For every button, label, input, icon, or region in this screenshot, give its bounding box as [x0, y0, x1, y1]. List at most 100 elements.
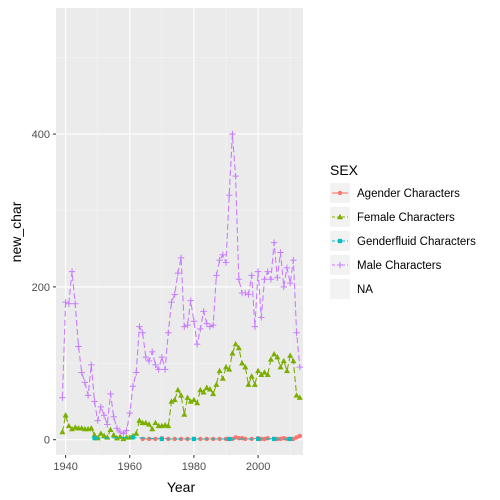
female-characters-point	[255, 367, 262, 374]
male-characters-point	[216, 256, 223, 264]
male-characters-point	[123, 427, 130, 434]
male-characters-point	[270, 239, 278, 246]
female-characters-point	[242, 363, 249, 370]
male-characters-point	[68, 268, 76, 275]
female-characters-point	[187, 398, 194, 404]
axis-ticks	[53, 133, 259, 458]
female-characters-point	[62, 412, 69, 418]
female-characters-point	[219, 375, 226, 381]
legend-item-na: NA	[330, 279, 373, 299]
female-characters-point	[133, 430, 140, 436]
male-characters-point	[206, 323, 214, 330]
female-characters-point	[258, 371, 265, 377]
female-characters-point	[261, 369, 268, 375]
male-characters-point	[75, 343, 82, 350]
plot-panel	[56, 8, 303, 455]
male-characters-point	[280, 283, 287, 291]
male-characters-point	[248, 272, 255, 279]
male-characters-point	[132, 369, 140, 376]
male-characters-point	[293, 329, 300, 336]
male-characters-point	[261, 276, 268, 283]
legend-key-marker	[337, 213, 343, 220]
genderfluid-characters-point	[272, 436, 277, 442]
male-characters-point	[264, 268, 271, 275]
female-characters-point	[65, 422, 72, 429]
male-characters-point	[116, 428, 124, 436]
male-characters-point	[222, 259, 230, 266]
male-characters-point	[158, 353, 166, 361]
female-characters-point	[120, 435, 127, 442]
male-characters-point	[165, 329, 172, 336]
male-characters-point	[274, 274, 281, 281]
male-characters-point	[286, 279, 294, 287]
female-characters-point	[200, 389, 207, 395]
female-characters-point	[223, 363, 230, 370]
male-characters-point	[245, 291, 252, 298]
female-characters-point	[210, 390, 217, 397]
female-characters-point	[251, 381, 258, 387]
female-characters-point	[226, 366, 233, 372]
female-characters-point	[277, 363, 284, 370]
legend-item-agender-characters: Agender Characters	[330, 183, 460, 203]
female-characters-point	[184, 394, 191, 400]
agender-characters-point	[198, 436, 203, 442]
female-characters-point	[267, 356, 274, 362]
female-characters-point	[168, 398, 175, 404]
male-characters-point	[229, 130, 236, 138]
female-characters-point	[142, 419, 149, 426]
female-characters-point	[216, 367, 223, 374]
female-characters-point	[274, 353, 281, 360]
legend-label: Male Characters	[357, 260, 442, 272]
male-characters-point	[88, 361, 95, 369]
minor-gridlines	[56, 8, 303, 455]
male-characters-point	[177, 254, 185, 262]
male-characters-point	[94, 417, 101, 424]
female-characters-point	[69, 425, 76, 432]
female-characters-point	[264, 371, 271, 377]
female-characters-point	[136, 417, 143, 423]
female-characters-point	[287, 352, 294, 358]
male-characters-point	[142, 353, 150, 361]
male-characters-point	[139, 329, 146, 336]
female-characters-point	[174, 386, 181, 393]
female-characters-point	[248, 373, 255, 379]
agender-characters-point	[265, 435, 270, 441]
male-characters-point	[296, 363, 303, 371]
agender-characters-point	[217, 436, 222, 442]
genderfluid-characters-point	[191, 436, 197, 442]
male-characters-line	[61, 134, 301, 435]
male-characters-point	[81, 379, 89, 386]
series-genderfluid-characters	[92, 435, 293, 442]
male-characters-point	[174, 269, 182, 277]
male-characters-point	[226, 192, 233, 199]
male-characters-point	[190, 318, 198, 325]
female-characters-point	[88, 425, 95, 431]
series-female-characters	[59, 341, 303, 442]
legend-key	[330, 279, 350, 299]
male-characters-point	[72, 300, 79, 307]
axis-tick-labels: 1940 1960 1980 2000 0 200 400	[32, 129, 271, 473]
agender-characters-point	[243, 436, 248, 442]
male-characters-point	[283, 264, 291, 271]
male-characters-point	[97, 403, 105, 411]
female-characters-point	[239, 360, 246, 366]
male-characters-point	[84, 392, 92, 399]
male-characters-point	[161, 366, 169, 373]
legend-label: NA	[357, 284, 373, 296]
female-characters-point	[59, 428, 66, 435]
female-characters-point	[283, 367, 290, 374]
female-characters-point	[213, 381, 220, 387]
female-characters-point	[97, 430, 104, 436]
series-layer	[59, 130, 303, 442]
agender-characters-point	[297, 433, 302, 439]
x-axis-title: Year	[167, 479, 196, 495]
female-characters-point	[181, 411, 188, 417]
genderfluid-characters-point	[130, 435, 136, 440]
legend-item-male-characters: Male Characters	[330, 255, 442, 275]
male-characters-point	[152, 361, 159, 369]
male-characters-point	[65, 300, 73, 307]
male-characters-point	[290, 256, 297, 264]
female-characters-point	[110, 431, 117, 438]
female-characters-point	[245, 381, 252, 387]
